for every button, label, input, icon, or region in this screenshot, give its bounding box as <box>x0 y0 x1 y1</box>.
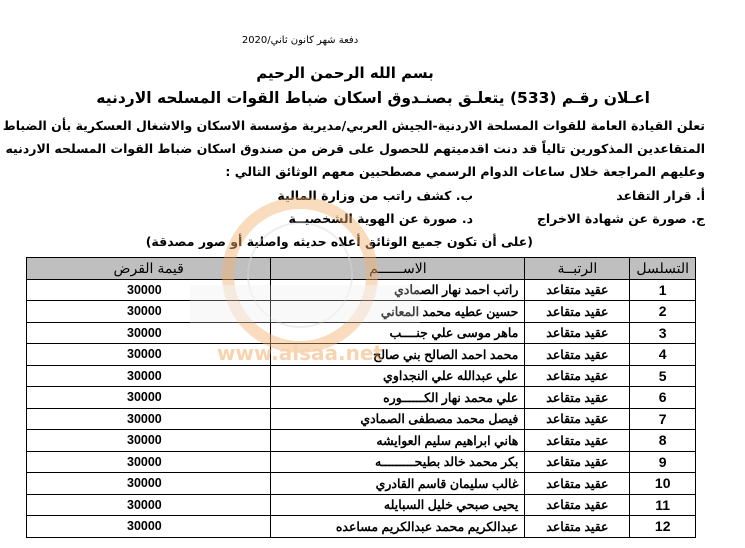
cell-serial: 5 <box>629 364 696 387</box>
cell-name: علي عبدالله علي النجداوي <box>270 364 526 387</box>
cell-name: محمد احمد الصالح بني صالح <box>270 343 526 366</box>
cell-name: غالب سليمان قاسم القادري <box>270 472 526 495</box>
table-row: 10 عقيد متقاعد غالب سليمان قاسم القادري 300… <box>25 472 696 495</box>
document-item-d: د. صورة عن الهوية الشخصيــة <box>288 211 473 226</box>
cell-name: فيصل محمد مصطفى الصمادي <box>270 407 526 430</box>
cell-name: حسين عطيه محمد المعاني <box>270 300 526 323</box>
cell-amount: 30000 <box>25 407 272 430</box>
table-row: 3 عقيد متقاعد ماهر موسى علي جنــــب 30000 <box>25 321 696 344</box>
cell-amount: 30000 <box>25 364 272 387</box>
cell-rank: عقيد متقاعد <box>524 472 631 495</box>
documents-note: (على أن تكون جميع الوثائق أعلاه حديثه وا… <box>145 234 533 249</box>
table-row: 12 عقيد متقاعد عبدالكريم محمد عبدالكريم مس… <box>25 515 696 538</box>
loan-table: التسلسل الرتبــة الاســــــم قيمة القرض … <box>25 257 696 538</box>
table-row: 4 عقيد متقاعد محمد احمد الصالح بني صالح 300… <box>25 343 696 366</box>
cell-name: عبدالكريم محمد عبدالكريم مساعده <box>270 515 526 538</box>
table-row: 2 عقيد متقاعد حسين عطيه محمد المعاني 30000 <box>25 300 696 323</box>
cell-serial: 8 <box>629 429 696 452</box>
cell-serial: 9 <box>629 450 696 473</box>
table-row: 9 عقيد متقاعد بكر محمد خالد بطيحـــــــــه… <box>25 450 696 473</box>
cell-rank: عقيد متقاعد <box>524 429 631 452</box>
cell-amount: 30000 <box>25 493 272 516</box>
cell-amount: 30000 <box>25 343 272 366</box>
cell-rank: عقيد متقاعد <box>524 450 631 473</box>
cell-rank: عقيد متقاعد <box>524 493 631 516</box>
paragraph-line-1: تعلن القيادة العامة للقوات المسلحة الارد… <box>2 118 705 133</box>
cell-name: راتب احمد نهار الصمادي <box>270 278 526 301</box>
cell-name: بكر محمد خالد بطيحـــــــــه <box>270 450 526 473</box>
header-rank: الرتبــة <box>524 257 631 280</box>
cell-amount: 30000 <box>25 278 272 301</box>
cell-serial: 12 <box>629 515 696 538</box>
header-amount: قيمة القرض <box>25 257 272 280</box>
table-row: 11 عقيد متقاعد يحيى صبحي خليل السبايله 3000… <box>25 493 696 516</box>
document-item-a: أ. قرار التقاعد <box>616 188 705 203</box>
cell-rank: عقيد متقاعد <box>524 407 631 430</box>
cell-amount: 30000 <box>25 450 272 473</box>
cell-amount: 30000 <box>25 472 272 495</box>
cell-amount: 30000 <box>25 300 272 323</box>
paragraph-line-3: وعليهم المراجعة خلال ساعات الدوام الرسمي… <box>225 164 705 179</box>
cell-rank: عقيد متقاعد <box>524 364 631 387</box>
paragraph-line-2: المتقاعدين المذكورين تالياً قد دنت اقدمي… <box>5 141 705 156</box>
table-row: 5 عقيد متقاعد علي عبدالله علي النجداوي 3000… <box>25 364 696 387</box>
cell-rank: عقيد متقاعد <box>524 386 631 409</box>
cell-amount: 30000 <box>25 386 272 409</box>
cell-rank: عقيد متقاعد <box>524 515 631 538</box>
header-name: الاســــــم <box>270 257 526 280</box>
batch-date: دفعة شهر كانون ثاني/2020 <box>241 35 359 46</box>
cell-name: هاني ابراهيم سليم العوايشه <box>270 429 526 452</box>
cell-name: ماهر موسى علي جنــــب <box>270 321 526 344</box>
cell-amount: 30000 <box>25 321 272 344</box>
document-item-c: ج. صورة عن شهادة الاخراج <box>536 211 705 226</box>
cell-rank: عقيد متقاعد <box>524 300 631 323</box>
cell-serial: 10 <box>629 472 696 495</box>
cell-serial: 4 <box>629 343 696 366</box>
cell-serial: 3 <box>629 321 696 344</box>
table-row: 6 عقيد متقاعد علي محمد نهار الكــــــوره 30… <box>25 386 696 409</box>
cell-name: يحيى صبحي خليل السبايله <box>270 493 526 516</box>
cell-serial: 6 <box>629 386 696 409</box>
announcement-title: اعـلان رقـم (533) يتعلـق بصنـدوق اسكان ض… <box>96 89 650 107</box>
cell-serial: 2 <box>629 300 696 323</box>
table-header-row: التسلسل الرتبــة الاســــــم قيمة القرض <box>25 257 696 280</box>
cell-amount: 30000 <box>25 429 272 452</box>
table-row: 1 عقيد متقاعد راتب احمد نهار الصمادي 30000 <box>25 278 696 301</box>
cell-name: علي محمد نهار الكــــــوره <box>270 386 526 409</box>
cell-serial: 11 <box>629 493 696 516</box>
table-row: 7 عقيد متقاعد فيصل محمد مصطفى الصمادي 30000 <box>25 407 696 430</box>
cell-rank: عقيد متقاعد <box>524 278 631 301</box>
document-item-b: ب. كشف راتب من وزارة المالية <box>277 188 473 203</box>
table-row: 8 عقيد متقاعد هاني ابراهيم سليم العوايشه 30… <box>25 429 696 452</box>
cell-rank: عقيد متقاعد <box>524 321 631 344</box>
cell-rank: عقيد متقاعد <box>524 343 631 366</box>
header-serial: التسلسل <box>629 257 696 280</box>
cell-amount: 30000 <box>25 515 272 538</box>
cell-serial: 1 <box>629 278 696 301</box>
bismillah-heading: بسم الله الرحمن الرحيم <box>256 64 434 82</box>
cell-serial: 7 <box>629 407 696 430</box>
